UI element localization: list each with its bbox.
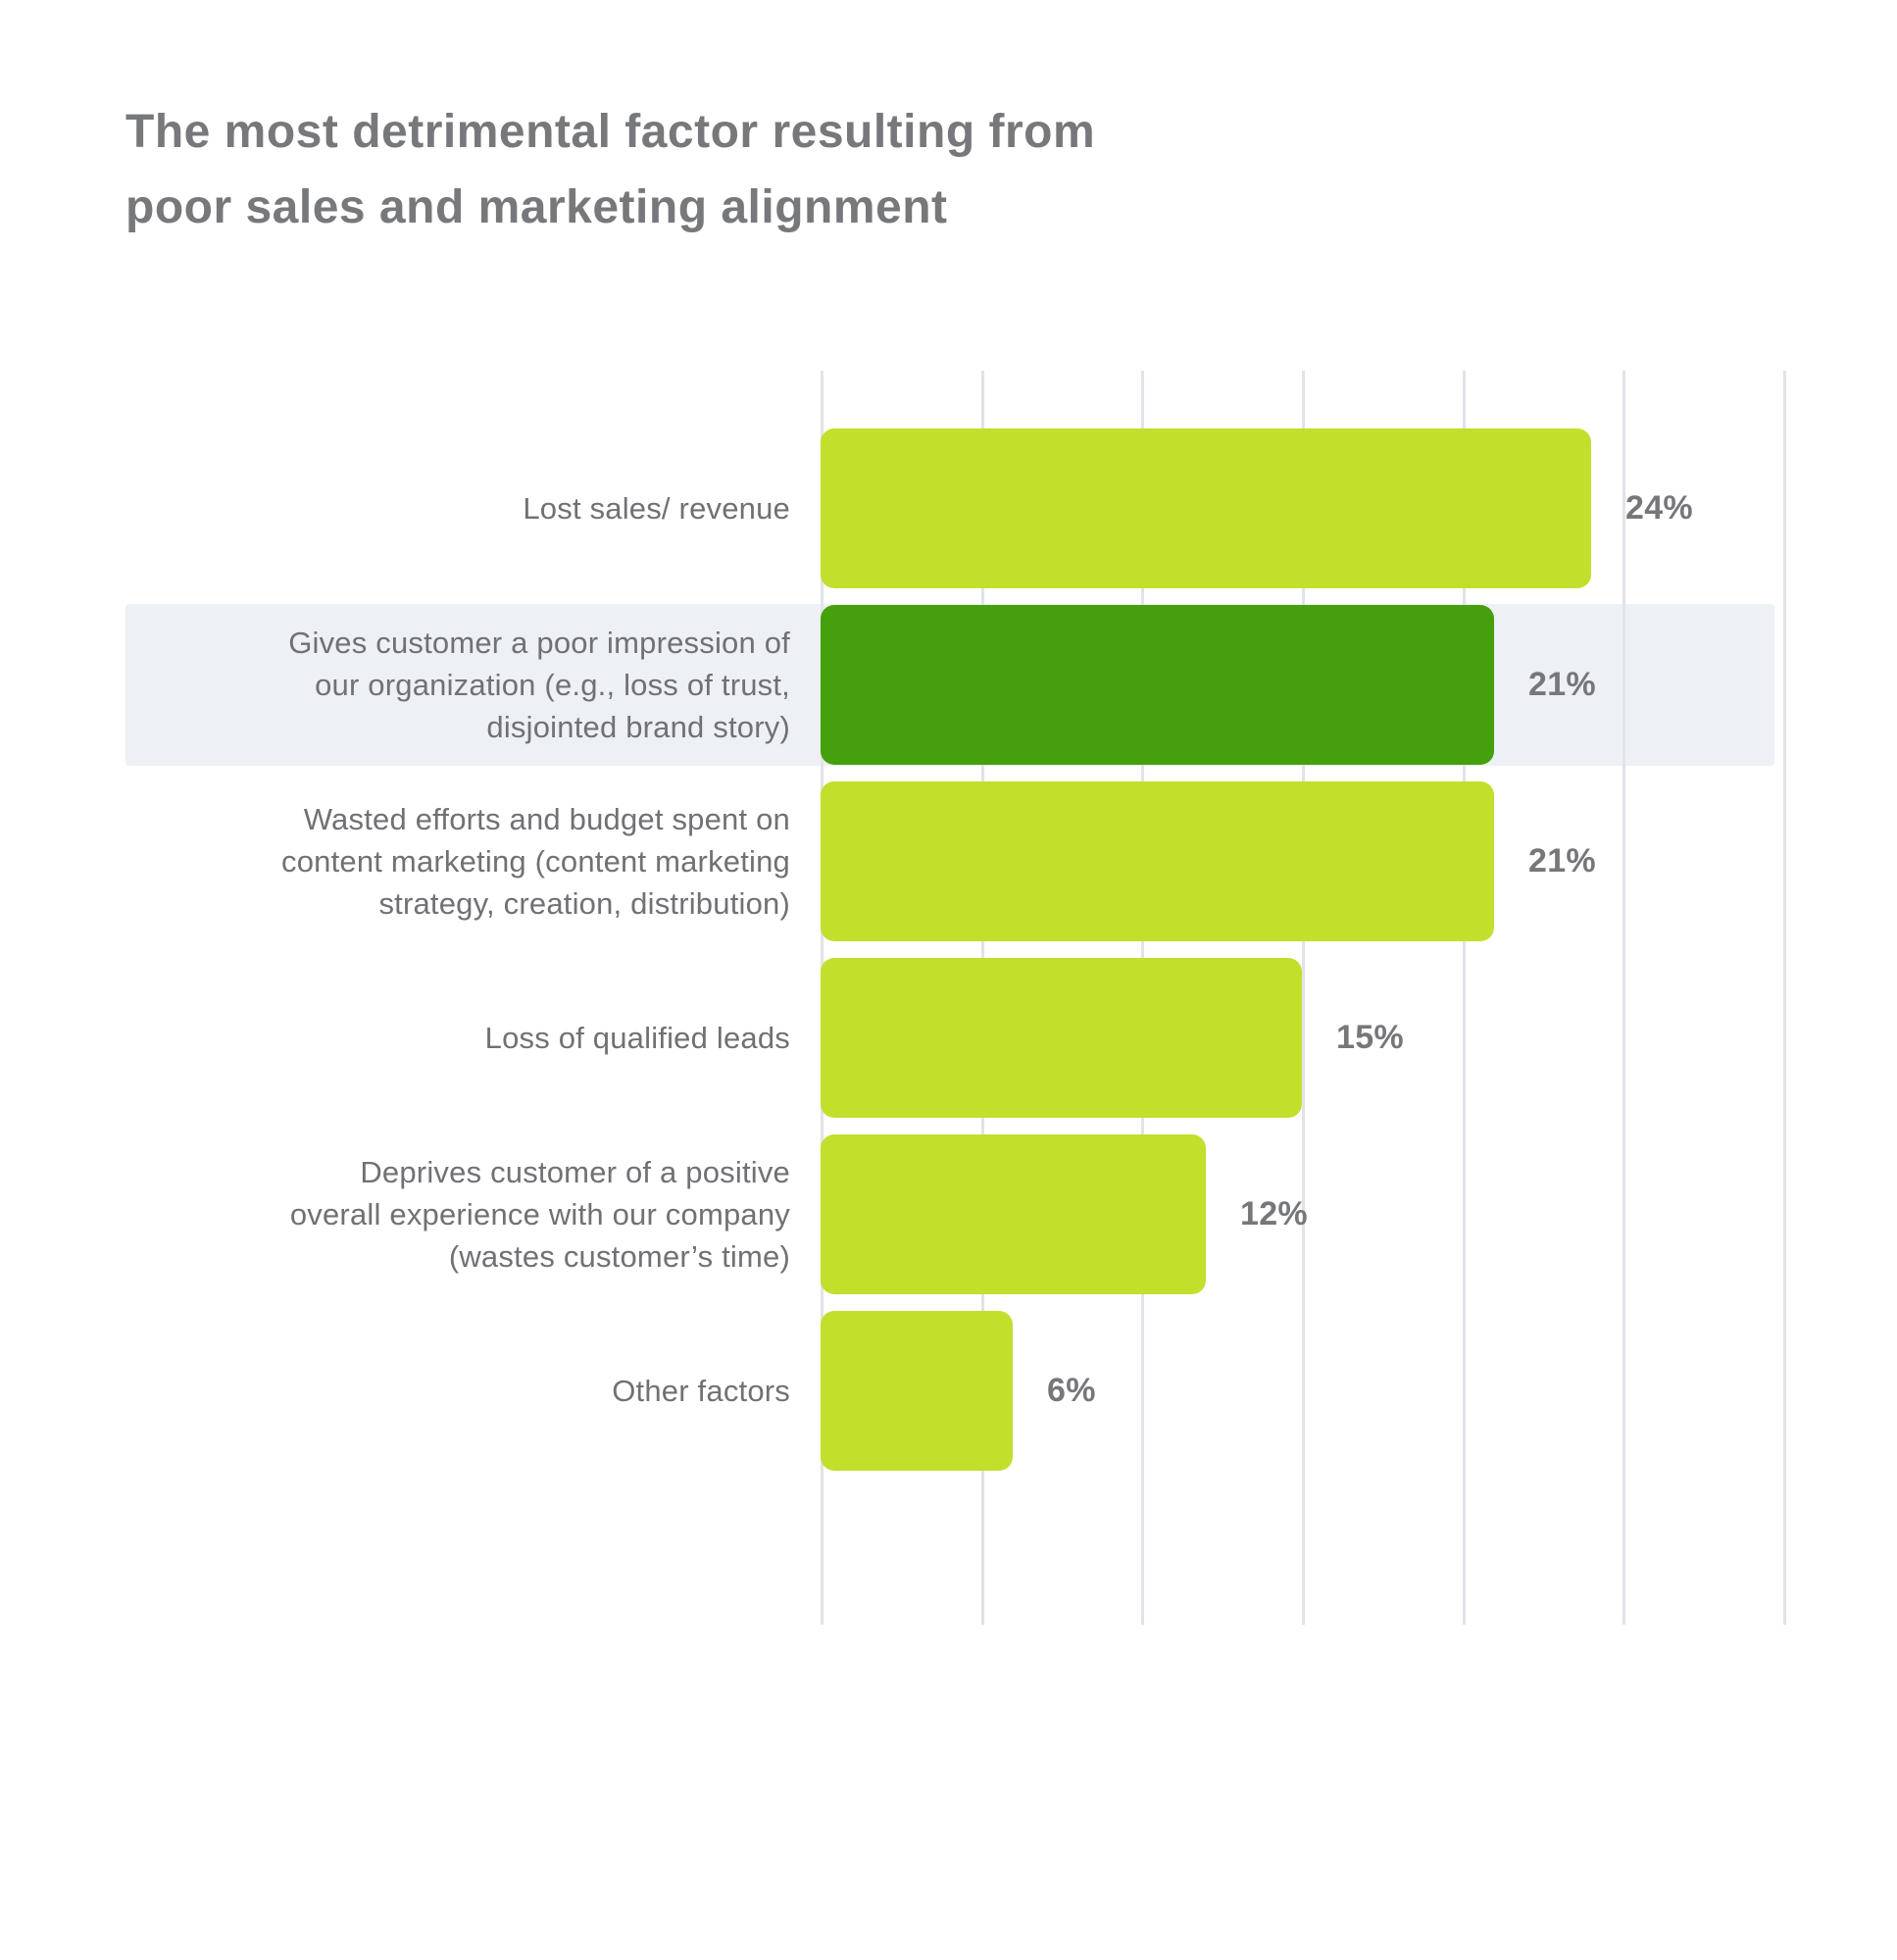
category-label: Other factors bbox=[612, 1374, 790, 1408]
category-label: Wasted efforts and budget spent on conte… bbox=[281, 802, 790, 921]
bar bbox=[821, 428, 1591, 588]
value-label: 12% bbox=[1240, 1195, 1308, 1232]
category-label: Gives customer a poor impression of our … bbox=[288, 626, 790, 744]
category-label: Loss of qualified leads bbox=[484, 1021, 790, 1055]
value-label: 6% bbox=[1047, 1372, 1096, 1409]
category-label: Deprives customer of a positive overall … bbox=[289, 1155, 790, 1274]
vertical-gridline bbox=[1622, 371, 1625, 1625]
vertical-gridline bbox=[1783, 371, 1786, 1625]
category-label: Lost sales/ revenue bbox=[523, 491, 790, 526]
vertical-gridline bbox=[1302, 371, 1305, 1625]
value-label: 21% bbox=[1528, 666, 1596, 703]
vertical-gridline bbox=[1463, 371, 1466, 1625]
bar bbox=[821, 605, 1494, 765]
bar bbox=[821, 1311, 1013, 1471]
bar bbox=[821, 1134, 1206, 1294]
chart-title: The most detrimental factor resulting fr… bbox=[125, 106, 1096, 233]
value-label: 21% bbox=[1528, 842, 1596, 879]
value-label: 15% bbox=[1336, 1019, 1404, 1056]
bar bbox=[821, 958, 1302, 1118]
bar bbox=[821, 781, 1494, 941]
value-label: 24% bbox=[1625, 489, 1693, 527]
